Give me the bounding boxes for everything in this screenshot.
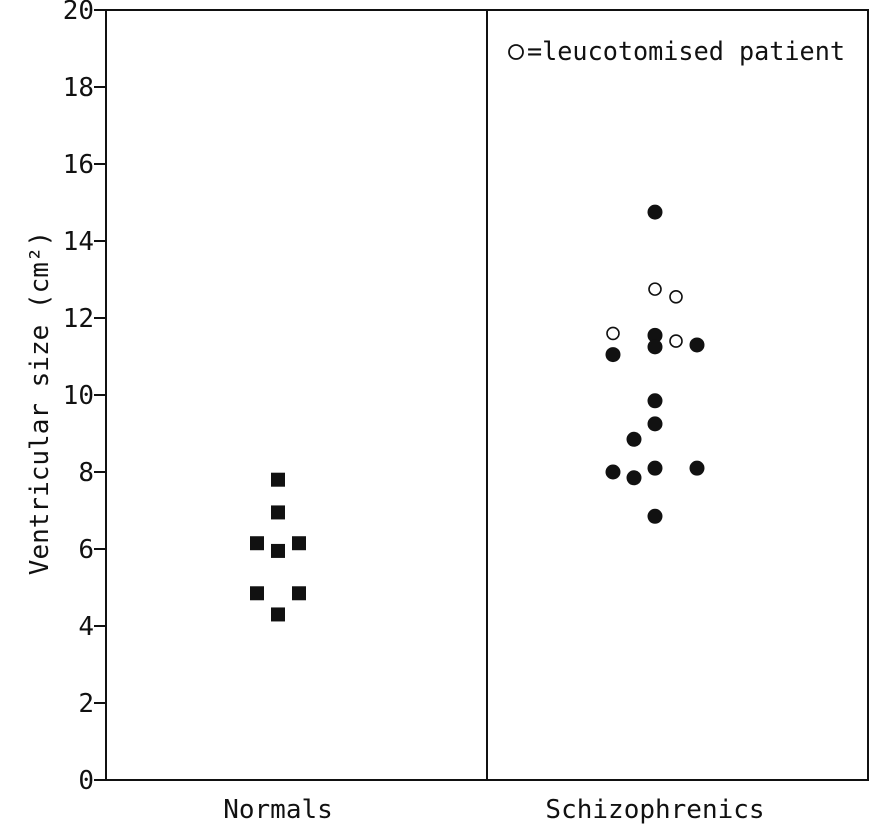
y-tick-label: 4	[78, 612, 94, 642]
schizophrenic-point	[605, 347, 621, 363]
normal-point	[292, 586, 306, 601]
y-axis: 0 2 4 6 8 10 12 14 16 18 20 Ventricular size (cm²)	[25, 0, 106, 796]
y-tick-label: 2	[78, 689, 94, 719]
y-axis-title: Ventricular size (cm²)	[25, 231, 55, 575]
schizophrenic-point	[647, 339, 663, 355]
schizophrenic-point	[689, 460, 705, 476]
y-tick-label: 18	[63, 73, 94, 103]
schizophrenic-point	[647, 204, 663, 220]
normal-point	[271, 505, 285, 520]
schizophrenic-point	[647, 393, 663, 409]
schizophrenic-point	[647, 416, 663, 432]
normal-point	[271, 607, 285, 622]
y-tick-label: 0	[78, 766, 94, 796]
x-category-label: Schizophrenics	[545, 795, 764, 825]
normal-point	[292, 536, 306, 551]
x-axis: Normals Schizophrenics	[223, 795, 764, 825]
normal-point	[250, 536, 264, 551]
y-tick-label: 16	[63, 150, 94, 180]
leucotomised-point	[669, 290, 683, 304]
normal-point	[271, 543, 285, 558]
schizophrenic-point	[626, 431, 642, 447]
schizophrenic-point	[647, 508, 663, 524]
y-tick-label: 14	[63, 227, 94, 257]
legend-label: =leucotomised patient	[527, 37, 845, 67]
y-tick-label: 10	[63, 381, 94, 411]
normal-point	[250, 586, 264, 601]
data-points	[250, 204, 705, 622]
schizophrenic-point	[626, 470, 642, 486]
x-category-label: Normals	[223, 795, 333, 825]
y-tick-label: 8	[78, 458, 94, 488]
schizophrenic-point	[689, 337, 705, 353]
schizophrenic-point	[647, 327, 663, 343]
legend: =leucotomised patient	[508, 37, 845, 67]
normal-point	[271, 472, 285, 487]
leucotomised-point	[648, 282, 662, 296]
y-tick-label: 12	[63, 304, 94, 334]
y-tick-label: 20	[63, 0, 94, 26]
schizophrenic-point	[647, 460, 663, 476]
leucotomised-point	[669, 334, 683, 348]
legend-open-circle-marker	[508, 44, 524, 60]
plot-frame	[105, 9, 869, 781]
leucotomised-point	[606, 326, 620, 341]
schizophrenic-point	[605, 464, 621, 480]
y-tick-label: 6	[78, 535, 94, 565]
